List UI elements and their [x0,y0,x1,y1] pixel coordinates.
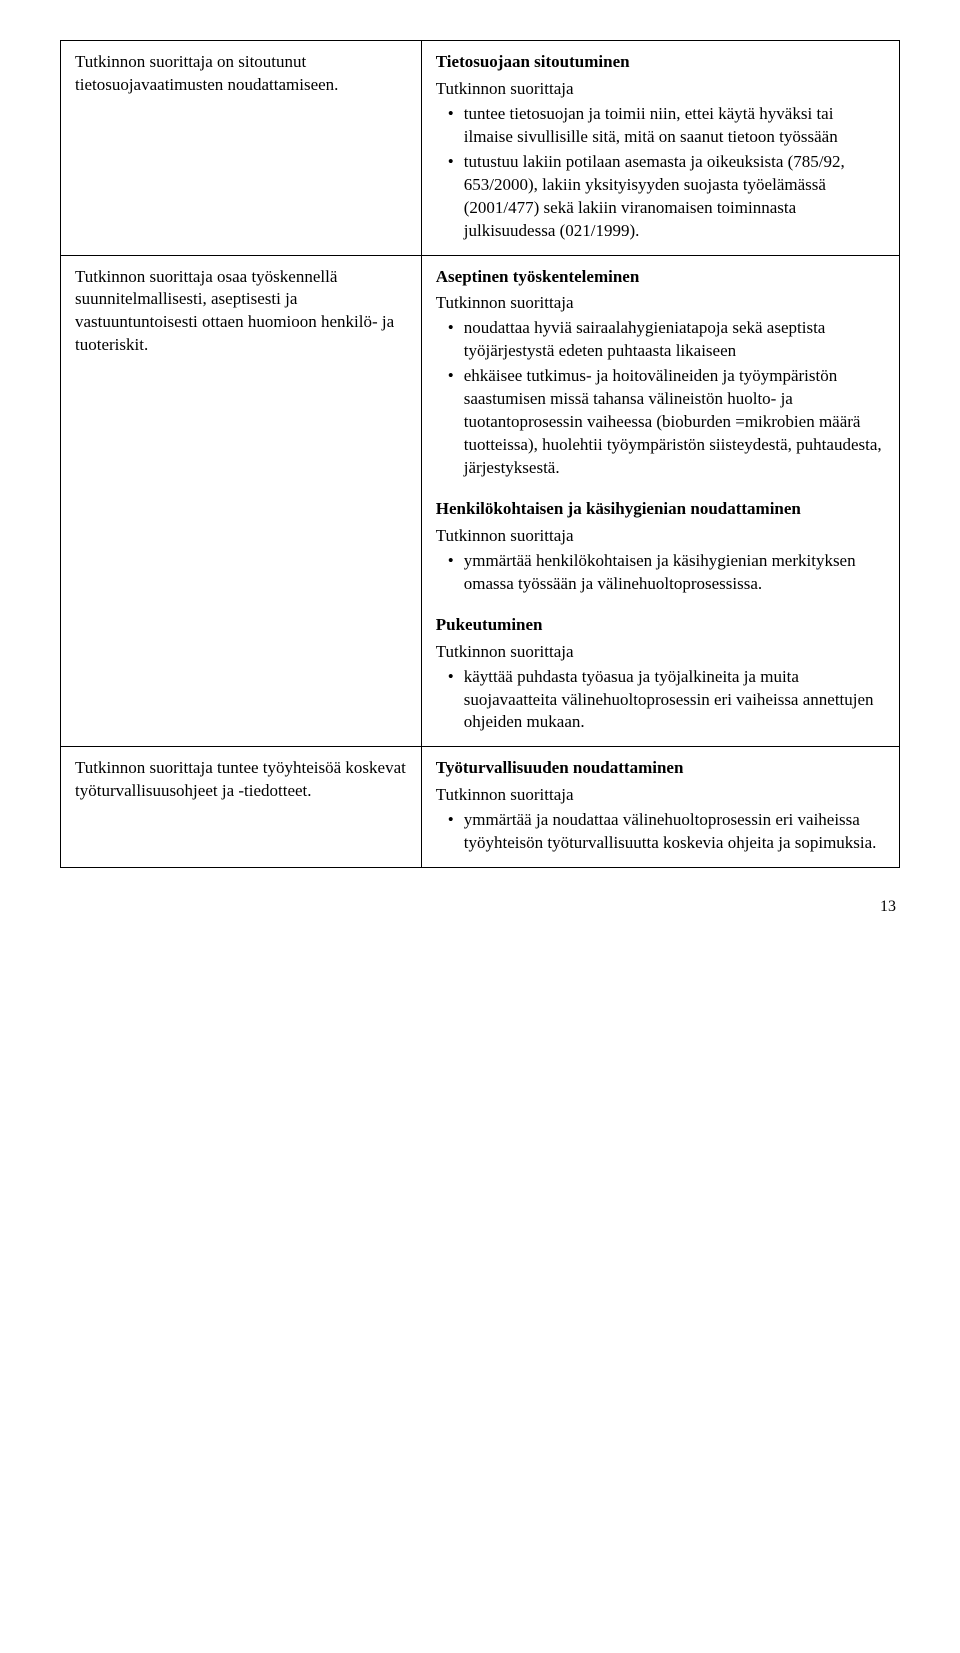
row2-b3-bullets: käyttää puhdasta työasua ja työjalkineit… [436,666,885,735]
row1-heading: Tietosuojaan sitoutuminen [436,51,885,74]
row3-left-cell: Tutkinnon suorittaja tuntee työyhteisöä … [61,747,422,868]
list-item: ymmärtää henkilökohtaisen ja käsihygieni… [454,550,885,596]
table-row: Tutkinnon suorittaja tuntee työyhteisöä … [61,747,900,868]
row1-left-cell: Tutkinnon suorittaja on sitoutunut tieto… [61,41,422,256]
table-row: Tutkinnon suorittaja osaa työskennellä s… [61,255,900,747]
row2-right-cell: Aseptinen työskenteleminen Tutkinnon suo… [421,255,899,747]
row2-block1: Aseptinen työskenteleminen Tutkinnon suo… [436,266,885,480]
row2-b1-intro: Tutkinnon suorittaja [436,292,885,315]
list-item: tutustuu lakiin potilaan asemasta ja oik… [454,151,885,243]
row1-intro: Tutkinnon suorittaja [436,78,885,101]
row2-b2-heading: Henkilökohtaisen ja käsihygienian noudat… [436,499,801,518]
document-page: Tutkinnon suorittaja on sitoutunut tieto… [0,0,960,956]
list-item: tuntee tietosuojan ja toimii niin, ettei… [454,103,885,149]
row2-b1-bullets: noudattaa hyviä sairaalahygieniatapoja s… [436,317,885,480]
list-item: ymmärtää ja noudattaa välinehuolto­prose… [454,809,885,855]
row1-right-cell: Tietosuojaan sitoutuminen Tutkinnon suor… [421,41,899,256]
table-row: Tutkinnon suorittaja on sitoutunut tieto… [61,41,900,256]
row3-left-text: Tutkinnon suorittaja tuntee työyhteisöä … [75,758,406,800]
row1-bullets: tuntee tietosuojan ja toimii niin, ettei… [436,103,885,243]
row2-b3-heading: Pukeutuminen [436,615,543,634]
row3-heading: Työturvallisuuden noudattaminen [436,757,885,780]
list-item: noudattaa hyviä sairaalahygieniatapoja s… [454,317,885,363]
list-item: käyttää puhdasta työasua ja työjalkineit… [454,666,885,735]
row3-intro: Tutkinnon suorittaja [436,784,885,807]
row2-left-text: Tutkinnon suorittaja osaa työskennellä s… [75,267,394,355]
row2-block2: Henkilökohtaisen ja käsihygienian noudat… [436,498,885,596]
row2-b2-intro: Tutkinnon suorittaja [436,525,885,548]
row3-bullets: ymmärtää ja noudattaa välinehuolto­prose… [436,809,885,855]
row2-b3-intro: Tutkinnon suorittaja [436,641,885,664]
row1-left-text: Tutkinnon suorittaja on sitoutunut tieto… [75,52,338,94]
page-number: 13 [60,898,900,916]
row2-block3: Pukeutuminen Tutkinnon suorittaja käyttä… [436,614,885,735]
content-table: Tutkinnon suorittaja on sitoutunut tieto… [60,40,900,868]
row2-left-cell: Tutkinnon suorittaja osaa työskennellä s… [61,255,422,747]
row2-b2-bullets: ymmärtää henkilökohtaisen ja käsihygieni… [436,550,885,596]
row3-right-cell: Työturvallisuuden noudattaminen Tutkinno… [421,747,899,868]
list-item: ehkäisee tutkimus- ja hoitovälineiden ja… [454,365,885,480]
row2-b1-heading: Aseptinen työskenteleminen [436,266,885,289]
